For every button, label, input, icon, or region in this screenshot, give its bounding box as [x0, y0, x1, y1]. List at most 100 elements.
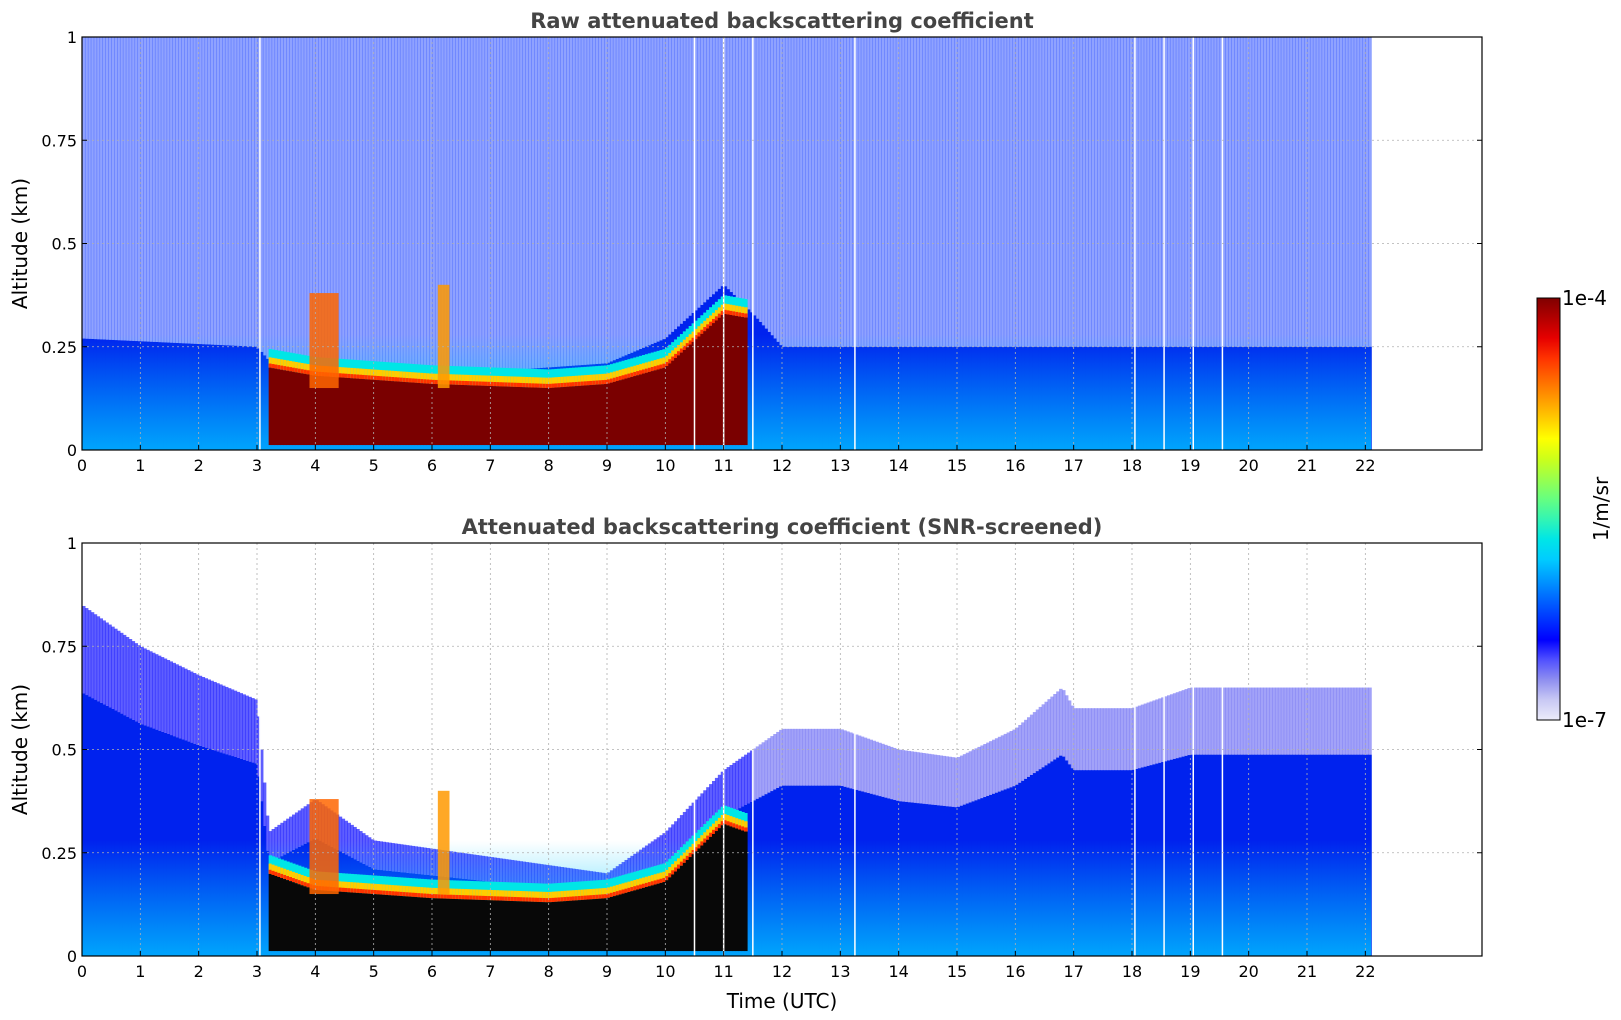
raw-noise-column [685, 37, 690, 319]
fog-core [332, 891, 337, 952]
fog-edge-red [554, 897, 559, 902]
screened-edge-column [1242, 687, 1247, 755]
fog-edge-red [726, 821, 731, 826]
raw-noise-column [449, 37, 454, 371]
screened-edge-column [1085, 708, 1089, 771]
fog-edge-red [286, 875, 290, 881]
raw-noise-column [1064, 37, 1069, 347]
fog-core [449, 384, 454, 446]
fog-edge-yellow [362, 883, 366, 894]
fog-edge-red [493, 896, 497, 901]
fog-core [589, 899, 594, 952]
raw-noise-column [1155, 37, 1159, 347]
fog-edge-yellow [642, 877, 646, 888]
fog-edge-red [496, 382, 500, 387]
screened-edge-column [1120, 708, 1124, 771]
screened-edge-column [782, 728, 786, 786]
screened-edge-column [1102, 708, 1107, 771]
raw-noise-column [1339, 37, 1343, 347]
screened-edge-column [1315, 687, 1320, 755]
fog-core [367, 893, 372, 952]
fog-edge-red [717, 824, 722, 829]
fog-core [671, 874, 675, 952]
x-tick-label: 15 [947, 456, 967, 475]
fog-core [668, 877, 672, 952]
fog-edge-yellow [729, 304, 734, 316]
screened-edge-column [122, 634, 127, 716]
screened-edge-column [160, 657, 165, 732]
raw-noise-column [1324, 37, 1329, 347]
fog-edge-yellow [615, 370, 620, 382]
raw-noise-column [259, 37, 264, 352]
screened-edge-column [1082, 708, 1086, 771]
raw-noise-column [951, 37, 955, 347]
raw-noise-column [1102, 37, 1107, 347]
fog-edge-red [359, 374, 363, 379]
raw-noise-column [341, 37, 346, 372]
fog-core [744, 317, 748, 446]
fog-edge-red [545, 383, 550, 388]
fog-edge-red [528, 897, 532, 902]
fog-edge-yellow [551, 891, 556, 903]
screened-edge-column [1167, 695, 1171, 761]
screened-edge-column [1024, 719, 1028, 779]
fog-edge-red [449, 380, 454, 385]
fog-edge-red [735, 824, 739, 829]
colorbar-tick-max: 1e-4 [1562, 286, 1607, 310]
fog-edge-yellow [362, 368, 366, 380]
screened-edge-column [140, 646, 144, 725]
x-tick-label: 2 [194, 962, 204, 981]
raw-noise-column [464, 37, 468, 371]
screened-edge-column [869, 739, 874, 794]
raw-noise-column [528, 37, 532, 369]
fog-core [557, 901, 561, 952]
fog-edge-red [411, 892, 416, 897]
screened-edge-column [233, 690, 238, 757]
screened-edge-column [726, 767, 731, 815]
fog-edge-red [303, 369, 308, 374]
screened-signal-column [128, 718, 133, 956]
screened-edge-column [172, 662, 176, 737]
fog-edge-yellow [659, 358, 664, 369]
raw-noise-column [919, 37, 923, 347]
fog-core [321, 890, 325, 952]
screened-edge-column [688, 805, 693, 844]
y-tick-label: 1 [67, 28, 77, 47]
fog-core [405, 382, 410, 446]
raw-noise-column [437, 37, 442, 370]
x-tick-label: 10 [655, 456, 675, 475]
fog-edge-red [481, 895, 486, 900]
raw-noise-column [729, 37, 734, 293]
fog-edge-red [382, 890, 386, 895]
screened-edge-column [691, 802, 696, 842]
fog-core [504, 386, 509, 446]
fog-edge-red [624, 374, 629, 379]
fog-core [633, 890, 637, 952]
fog-edge-yellow [268, 357, 273, 368]
fog-core [677, 868, 681, 952]
raw-noise-column [977, 37, 981, 347]
raw-noise-column [184, 37, 188, 344]
raw-noise-column [674, 37, 678, 330]
fog-edge-yellow [744, 821, 748, 832]
screened-edge-column [770, 736, 774, 792]
x-tick-label: 3 [252, 962, 262, 981]
raw-noise-column [397, 37, 401, 369]
screened-edge-column [1000, 735, 1005, 791]
fog-core [732, 315, 736, 446]
fog-edge-red [452, 380, 456, 385]
fog-edge-yellow [717, 817, 722, 829]
raw-noise-column [601, 37, 605, 364]
fog-core [627, 891, 631, 952]
screened-edge-column [239, 693, 244, 759]
fog-edge-yellow [294, 872, 299, 884]
fog-edge-red [612, 891, 617, 897]
fog-edge-red [551, 383, 556, 388]
x-tick-label: 19 [1180, 456, 1200, 475]
fog-core [338, 377, 343, 446]
fog-edge-yellow [391, 370, 395, 382]
fog-core [601, 898, 605, 952]
fog-core [726, 825, 731, 952]
raw-noise-column [382, 37, 386, 368]
fog-edge-yellow [604, 887, 608, 899]
